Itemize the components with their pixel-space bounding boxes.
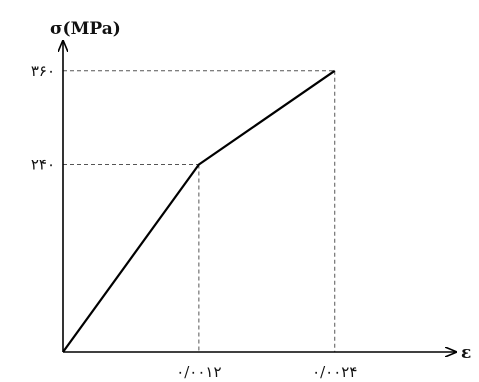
y-tick-label: ۳۶۰	[31, 62, 55, 80]
x-tick-label: ۰/۰۰۱۲	[176, 363, 221, 381]
y-tick-label: ۲۴۰	[31, 156, 55, 174]
x-axis-label: ε	[461, 343, 471, 363]
x-tick-label: ۰/۰۰۲۴	[312, 363, 357, 381]
tick-labels: ۲۴۰ ۳۶۰ ۰/۰۰۱۲ ۰/۰۰۲۴	[31, 62, 358, 381]
guide-lines	[63, 70, 336, 352]
y-axis-label: σ(MPa)	[50, 19, 121, 39]
series-line	[62, 69, 336, 353]
